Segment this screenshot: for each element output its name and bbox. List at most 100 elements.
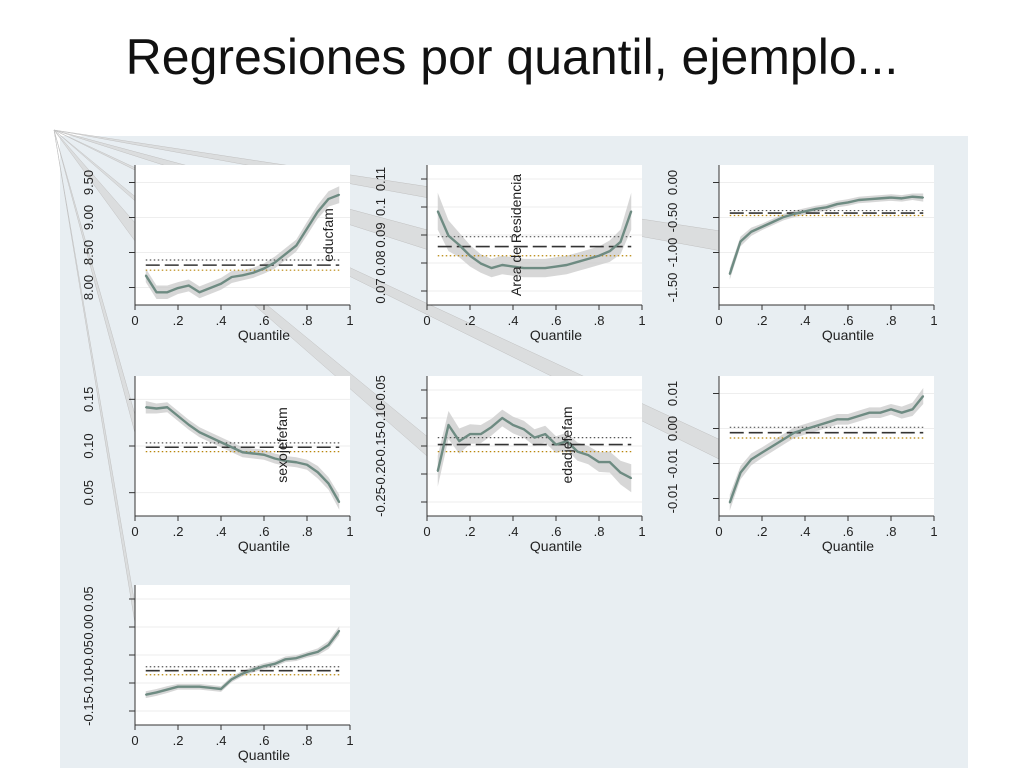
x-tick-label: 0 (715, 313, 722, 328)
quantile-point (619, 241, 622, 243)
quantile-point (177, 287, 179, 289)
quantile-point (512, 424, 514, 426)
x-tick-label: .8 (594, 313, 605, 328)
y-tick-label: -0.20 (373, 459, 388, 489)
slide-title: Regresiones por quantil, ejemplo... (125, 29, 899, 85)
callout-wedge-1 (53, 129, 144, 253)
quantile-point (771, 221, 774, 223)
quantile-point (263, 665, 265, 667)
x-tick-label: .4 (216, 313, 227, 328)
quantile-point (241, 274, 244, 277)
x-tick-label: .6 (843, 313, 854, 328)
quantile-point (565, 440, 568, 442)
quantile-point (533, 267, 536, 269)
quantile-point (793, 431, 796, 434)
quantile-point (608, 250, 611, 252)
x-axis-title: Quantile (238, 747, 290, 763)
quantile-point (857, 199, 860, 201)
quantile-point (252, 668, 255, 671)
quantile-point (436, 470, 439, 473)
quantile-point (306, 227, 308, 230)
quantile-point (598, 254, 600, 257)
quantile-point (198, 685, 201, 688)
quantile-point (836, 203, 839, 205)
quantile-point (501, 417, 504, 419)
plot-area (135, 165, 350, 305)
quantile-point (728, 501, 731, 504)
quantile-point (922, 196, 925, 199)
plot-area (719, 165, 934, 305)
quantile-point (761, 451, 763, 454)
quantile-point (230, 276, 233, 278)
x-tick-label: .8 (302, 524, 313, 539)
quantile-point (868, 198, 871, 200)
quantile-point (436, 210, 439, 212)
x-tick-label: .4 (216, 524, 227, 539)
y-tick-label: 0.10 (81, 433, 96, 458)
variable-label: sexojefefam (274, 407, 290, 482)
quantile-point (469, 433, 471, 435)
y-tick-label: 0.05 (81, 586, 96, 611)
chart-panel-4: 0.05 0.10 0.15 0 .2 .4 .6 .8 1 Quantile sexojefefa… (81, 376, 354, 554)
quantile-point (295, 461, 298, 464)
quantile-point (155, 691, 158, 694)
variable-label: edadjefefam (559, 406, 575, 483)
quantile-point (630, 210, 633, 212)
plot-area (719, 376, 934, 516)
quantile-point (209, 436, 212, 439)
quantile-point (230, 678, 233, 681)
quantile-point (750, 230, 753, 233)
y-tick-label: 9.50 (81, 170, 96, 195)
x-axis-title: Quantile (238, 327, 290, 343)
quantile-point (522, 267, 525, 269)
chart-panel-5: -0.25-0.20-0.15-0.10-0.05 0 .2 .4 .6 .8 1 Quant… (373, 375, 646, 554)
quantile-point (273, 457, 276, 460)
x-tick-label: .6 (259, 313, 270, 328)
x-tick-label: .2 (173, 733, 184, 748)
y-tick-label: 8.00 (81, 275, 96, 300)
y-tick-label: -1.50 (665, 273, 680, 303)
chart-panel-2: 0.07 0.08 0.09 0.1 0.11 0 .2 .4 .6 .8 1 Quantile Are… (373, 165, 646, 343)
x-tick-label: .4 (508, 313, 519, 328)
quantile-point (479, 262, 482, 265)
x-tick-label: 0 (423, 313, 430, 328)
quantile-point (144, 693, 147, 696)
x-tick-label: .6 (551, 313, 562, 328)
x-tick-label: 1 (346, 524, 353, 539)
y-tick-label: 9.00 (81, 205, 96, 230)
quantile-point (273, 261, 276, 264)
x-tick-label: .4 (800, 313, 811, 328)
quantile-point (198, 431, 201, 434)
quantile-point (327, 644, 330, 646)
quantile-point (155, 407, 158, 410)
quantile-point (814, 425, 817, 427)
y-tick-label: 8.50 (81, 240, 96, 265)
quantile-point (220, 688, 222, 690)
x-tick-label: .8 (302, 313, 313, 328)
quantile-point (220, 441, 222, 444)
y-tick-label: 0.11 (373, 167, 388, 191)
quantile-point (295, 657, 298, 659)
chart-panel-3: -1.50 -1.00 -0.50 0.00 0 .2 .4 .6 .8 1 Quantile (665, 165, 938, 343)
y-tick-label: -1.00 (665, 238, 680, 268)
x-tick-label: 1 (346, 313, 353, 328)
quantile-point (890, 408, 892, 411)
quantile-point (166, 688, 169, 691)
quantile-point (284, 460, 287, 462)
quantile-point (447, 234, 450, 237)
quantile-point (782, 216, 785, 218)
x-tick-label: .4 (800, 524, 811, 539)
y-tick-label: 0.00 (665, 416, 680, 441)
quantile-point (177, 415, 179, 417)
quantile-point (469, 254, 471, 257)
y-tick-label: 0.15 (81, 387, 96, 412)
quantile-point (576, 261, 579, 263)
x-tick-label: 1 (930, 313, 937, 328)
quantile-point (544, 433, 547, 435)
quantile-point (490, 267, 493, 269)
quantile-point (241, 451, 244, 454)
quantile-point (209, 287, 212, 289)
chart-panel-7: -0.15-0.10-0.050.00 0.05 0 .2 .4 .6 .8 1 Quantil… (81, 585, 354, 763)
x-tick-label: 1 (930, 524, 937, 539)
